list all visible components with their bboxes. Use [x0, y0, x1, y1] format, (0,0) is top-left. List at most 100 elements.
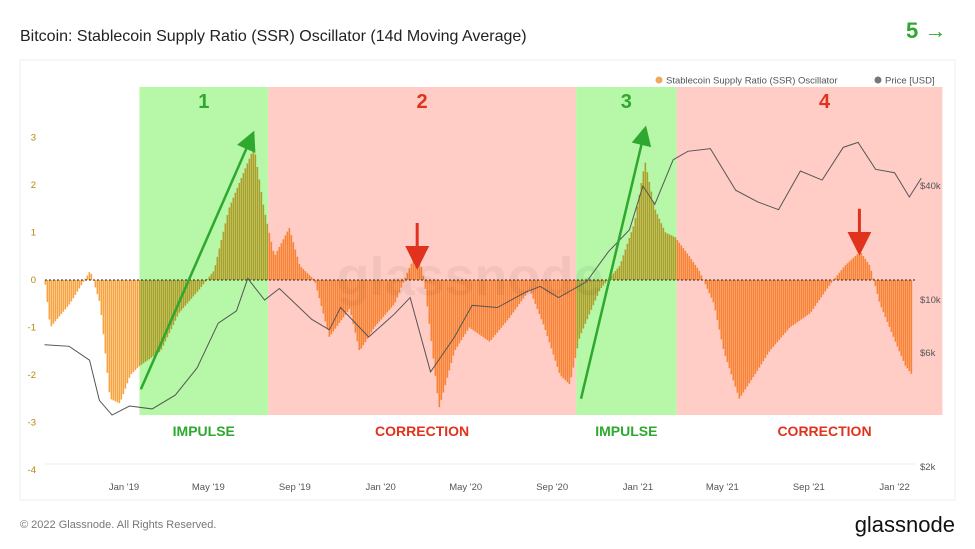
y-right-tick-label: $2k	[920, 462, 936, 473]
ssr-bar	[384, 280, 387, 315]
y-right-tick-label: $6k	[920, 348, 936, 359]
ssr-bar	[730, 280, 733, 375]
ssr-bar	[70, 280, 73, 302]
y-right-tick-label: $10k	[920, 295, 941, 306]
ssr-bar	[688, 256, 691, 280]
ssr-bar	[684, 250, 687, 280]
ssr-bar	[408, 267, 411, 280]
ssr-bar	[240, 178, 243, 280]
ssr-bar	[466, 280, 469, 331]
ssr-bar	[658, 218, 661, 280]
ssr-bar	[358, 280, 361, 351]
ssr-bar	[134, 280, 137, 371]
y-left-tick-label: -1	[28, 323, 36, 334]
ssr-bar	[812, 280, 815, 309]
ssr-bar	[712, 280, 715, 303]
ssr-bar	[674, 237, 677, 280]
ssr-bar	[366, 280, 369, 339]
ssr-bar	[574, 280, 577, 358]
glassnode-logo[interactable]: glassnode	[855, 512, 955, 537]
ssr-bar	[654, 209, 657, 280]
ssr-bar	[52, 280, 55, 324]
ssr-bar	[814, 280, 817, 306]
ssr-bar	[434, 280, 437, 376]
ssr-bar	[56, 280, 59, 319]
ssr-bar	[686, 253, 689, 280]
ssr-bar	[66, 280, 69, 307]
ssr-bar	[254, 154, 257, 280]
ssr-bar	[666, 233, 669, 280]
ssr-bar	[592, 280, 595, 306]
ssr-bar	[382, 280, 385, 318]
ssr-bar	[842, 267, 845, 280]
ssr-bar	[336, 280, 339, 326]
ssr-bar	[324, 280, 327, 322]
ssr-bar	[564, 280, 567, 381]
zone-number: 1	[198, 91, 209, 113]
ssr-bar	[698, 270, 701, 280]
ssr-bar	[656, 214, 659, 280]
ssr-bar	[582, 280, 585, 329]
ssr-bar	[402, 280, 405, 283]
ssr-bar	[284, 235, 287, 280]
ssr-bar	[682, 248, 685, 280]
ssr-bar	[208, 276, 211, 280]
ssr-bar	[344, 280, 347, 315]
ssr-bar	[760, 280, 763, 365]
ssr-bar	[454, 280, 457, 350]
ssr-bar	[412, 260, 415, 280]
zone-number: 4	[819, 91, 831, 113]
ssr-bar	[836, 275, 839, 280]
ssr-bar	[862, 256, 865, 280]
ssr-bar	[638, 194, 641, 280]
ssr-bar	[748, 280, 751, 384]
ssr-bar	[844, 265, 847, 280]
ssr-bar	[578, 280, 581, 339]
ssr-bar	[306, 272, 309, 280]
ssr-bar	[248, 158, 251, 280]
ssr-bar	[522, 280, 525, 299]
ssr-bar	[46, 280, 49, 303]
ssr-bar	[154, 280, 157, 355]
zone-correction	[676, 87, 943, 415]
ssr-bar	[778, 280, 781, 340]
ssr-bar	[448, 280, 451, 371]
x-tick-label: Sep '19	[279, 482, 311, 493]
ssr-bar	[224, 223, 227, 280]
ssr-bar	[314, 280, 317, 283]
ssr-bar	[342, 280, 345, 318]
ssr-bar	[302, 269, 305, 280]
ssr-bar	[644, 162, 647, 280]
ssr-bar	[242, 173, 245, 280]
ssr-bar	[518, 280, 521, 305]
ssr-bar	[488, 280, 491, 342]
ssr-bar	[544, 280, 547, 330]
ssr-bar	[64, 280, 67, 310]
ssr-bar	[524, 280, 527, 296]
ssr-bar	[338, 280, 341, 324]
ssr-bar	[276, 250, 279, 280]
ssr-bar	[850, 259, 853, 280]
ssr-bar	[432, 280, 435, 359]
ssr-bar	[854, 255, 857, 280]
ssr-bar	[704, 280, 707, 285]
ssr-bar	[596, 280, 599, 296]
ssr-bar	[624, 249, 627, 280]
ssr-bar	[676, 240, 679, 280]
copyright: © 2022 Glassnode. All Rights Reserved.	[20, 519, 216, 531]
ssr-bar	[458, 280, 461, 344]
ssr-bar	[906, 280, 909, 369]
ssr-bar	[824, 280, 827, 292]
ssr-bar	[542, 280, 545, 325]
ssr-bar	[156, 280, 159, 354]
ssr-bar	[50, 280, 53, 327]
next-chart-annotation: 5 →	[906, 18, 946, 43]
ssr-bar	[100, 280, 103, 315]
ssr-bar	[54, 280, 57, 322]
ssr-bar	[902, 280, 905, 361]
ssr-bar	[270, 241, 273, 280]
ssr-bar	[364, 280, 367, 343]
ssr-bar	[732, 280, 735, 381]
ssr-bar	[706, 280, 709, 289]
